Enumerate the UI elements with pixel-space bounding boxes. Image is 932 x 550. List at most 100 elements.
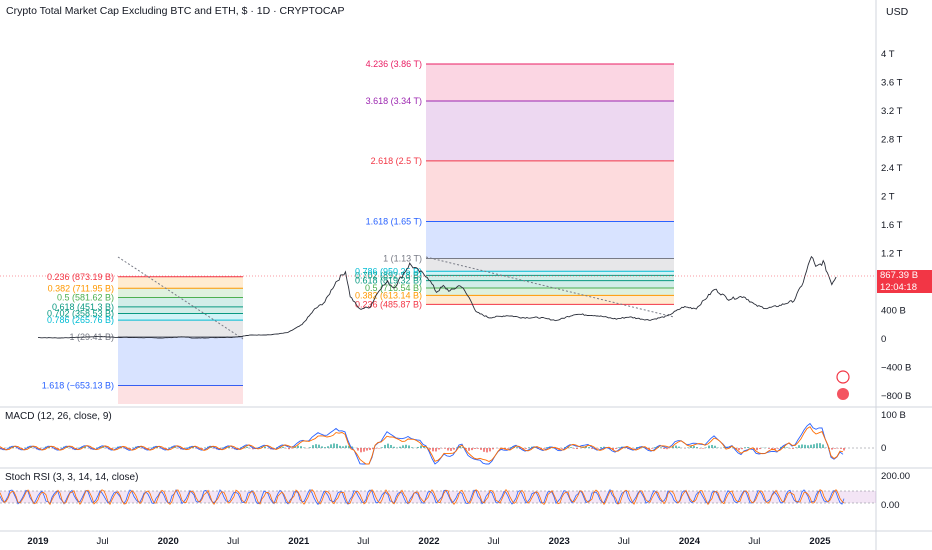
macd-histogram-bar bbox=[246, 446, 248, 448]
fib-left-band bbox=[118, 313, 243, 321]
macd-label[interactable]: MACD (12, 26, close, 9) bbox=[5, 411, 112, 422]
fib-right-band bbox=[426, 101, 674, 161]
y-tick-label: 2 T bbox=[881, 192, 895, 203]
currency-label[interactable]: USD bbox=[886, 6, 909, 18]
macd-histogram-bar bbox=[483, 448, 485, 452]
macd-histogram-bar bbox=[804, 444, 806, 448]
macd-histogram-bar bbox=[360, 448, 362, 453]
macd-histogram-bar bbox=[357, 448, 359, 451]
macd-histogram-bar bbox=[771, 448, 773, 450]
fib-right-level-label: 1.618 (1.65 T) bbox=[366, 216, 422, 226]
macd-histogram-bar bbox=[810, 444, 812, 448]
macd-histogram-bar bbox=[723, 447, 725, 448]
macd-histogram-bar bbox=[336, 443, 338, 448]
macd-histogram-bar bbox=[462, 446, 464, 448]
macd-histogram-bar bbox=[471, 448, 473, 451]
macd-histogram-bar bbox=[237, 448, 239, 449]
fib-right-level-label: 4.236 (3.86 T) bbox=[366, 59, 422, 69]
macd-histogram-bar bbox=[375, 448, 377, 449]
macd-histogram-bar bbox=[456, 447, 458, 448]
macd-histogram-bar bbox=[561, 448, 563, 449]
macd-histogram-bar bbox=[741, 448, 743, 450]
macd-histogram-bar bbox=[591, 448, 593, 449]
macd-histogram-bar bbox=[663, 448, 665, 449]
macd-histogram-bar bbox=[603, 446, 605, 448]
macd-histogram-bar bbox=[705, 447, 707, 448]
macd-histogram-bar bbox=[477, 448, 479, 449]
macd-histogram-bar bbox=[447, 448, 449, 451]
macd-histogram-bar bbox=[342, 446, 344, 448]
macd-histogram-bar bbox=[651, 448, 653, 449]
macd-histogram-bar bbox=[303, 447, 305, 448]
macd-histogram-bar bbox=[843, 448, 845, 451]
macd-histogram-bar bbox=[573, 448, 575, 449]
macd-histogram-bar bbox=[777, 448, 779, 449]
macd-histogram-bar bbox=[792, 448, 794, 449]
macd-histogram-bar bbox=[228, 446, 230, 448]
y-tick-label: 0 bbox=[881, 334, 886, 345]
fib-right-level-label: 2.618 (2.5 T) bbox=[371, 156, 422, 166]
x-tick-label: 2022 bbox=[418, 536, 439, 547]
macd-histogram-bar bbox=[390, 444, 392, 448]
x-tick-label: 2021 bbox=[288, 536, 310, 547]
macd-histogram-bar bbox=[486, 448, 488, 453]
y-tick-label: 1.2 T bbox=[881, 249, 903, 260]
macd-histogram-bar bbox=[387, 443, 389, 448]
fib-left-level-label: 0.236 (873.19 B) bbox=[47, 272, 114, 282]
macd-histogram-bar bbox=[297, 445, 299, 448]
macd-histogram-bar bbox=[795, 447, 797, 448]
macd-histogram-bar bbox=[315, 444, 317, 448]
fib-right-level-label: 1 (1.13 T) bbox=[383, 253, 422, 263]
x-tick-label: Jul bbox=[748, 536, 760, 547]
x-tick-label: 2019 bbox=[27, 536, 48, 547]
macd-histogram-bar bbox=[186, 447, 188, 448]
macd-histogram-bar bbox=[699, 448, 701, 449]
macd-histogram-bar bbox=[525, 448, 527, 449]
macd-histogram-bar bbox=[528, 447, 530, 448]
x-tick-label: 2023 bbox=[549, 536, 570, 547]
macd-histogram-bar bbox=[288, 448, 290, 450]
y-tick-label: −800 B bbox=[881, 391, 911, 402]
macd-histogram-bar bbox=[252, 448, 254, 450]
macd-histogram-bar bbox=[516, 447, 518, 448]
macd-histogram-bar bbox=[840, 448, 842, 449]
x-tick-label: Jul bbox=[618, 536, 630, 547]
macd-histogram-bar bbox=[201, 448, 203, 450]
macd-histogram-bar bbox=[570, 447, 572, 448]
fib-right-band bbox=[426, 221, 674, 259]
macd-histogram-bar bbox=[711, 444, 713, 448]
macd-histogram-bar bbox=[489, 448, 491, 452]
macd-histogram-bar bbox=[102, 446, 104, 448]
fib-right-band bbox=[426, 271, 674, 276]
macd-histogram-bar bbox=[813, 444, 815, 448]
macd-histogram-bar bbox=[702, 448, 704, 449]
macd-histogram-bar bbox=[453, 448, 455, 450]
y-tick-label: 1.6 T bbox=[881, 220, 903, 231]
macd-histogram-bar bbox=[744, 447, 746, 448]
macd-histogram-bar bbox=[432, 448, 434, 452]
macd-histogram-bar bbox=[507, 448, 509, 449]
macd-histogram-bar bbox=[57, 448, 59, 450]
macd-histogram-bar bbox=[327, 446, 329, 448]
macd-histogram-bar bbox=[696, 447, 698, 448]
macd-histogram-bar bbox=[348, 445, 350, 448]
flag-icon[interactable] bbox=[837, 388, 849, 400]
flash-icon[interactable] bbox=[836, 370, 850, 384]
macd-line bbox=[0, 422, 844, 465]
macd-histogram-bar bbox=[417, 446, 419, 448]
y-tick-label: 4 T bbox=[881, 49, 895, 60]
macd-histogram-bar bbox=[282, 446, 284, 448]
macd-histogram-bar bbox=[147, 448, 149, 450]
fib-left-band bbox=[118, 297, 243, 307]
y-tick-label: 2.4 T bbox=[881, 163, 903, 174]
macd-histogram-bar bbox=[318, 444, 320, 448]
macd-y-tick-label: 100 B bbox=[881, 410, 906, 421]
macd-histogram-bar bbox=[312, 445, 314, 448]
macd-histogram-bar bbox=[465, 448, 467, 450]
macd-histogram-bar bbox=[555, 448, 557, 450]
macd-histogram-bar bbox=[492, 448, 494, 450]
macd-histogram-bar bbox=[393, 446, 395, 448]
fib-right-band bbox=[426, 280, 674, 288]
rsi-label[interactable]: Stoch RSI (3, 3, 14, 14, close) bbox=[5, 472, 139, 483]
